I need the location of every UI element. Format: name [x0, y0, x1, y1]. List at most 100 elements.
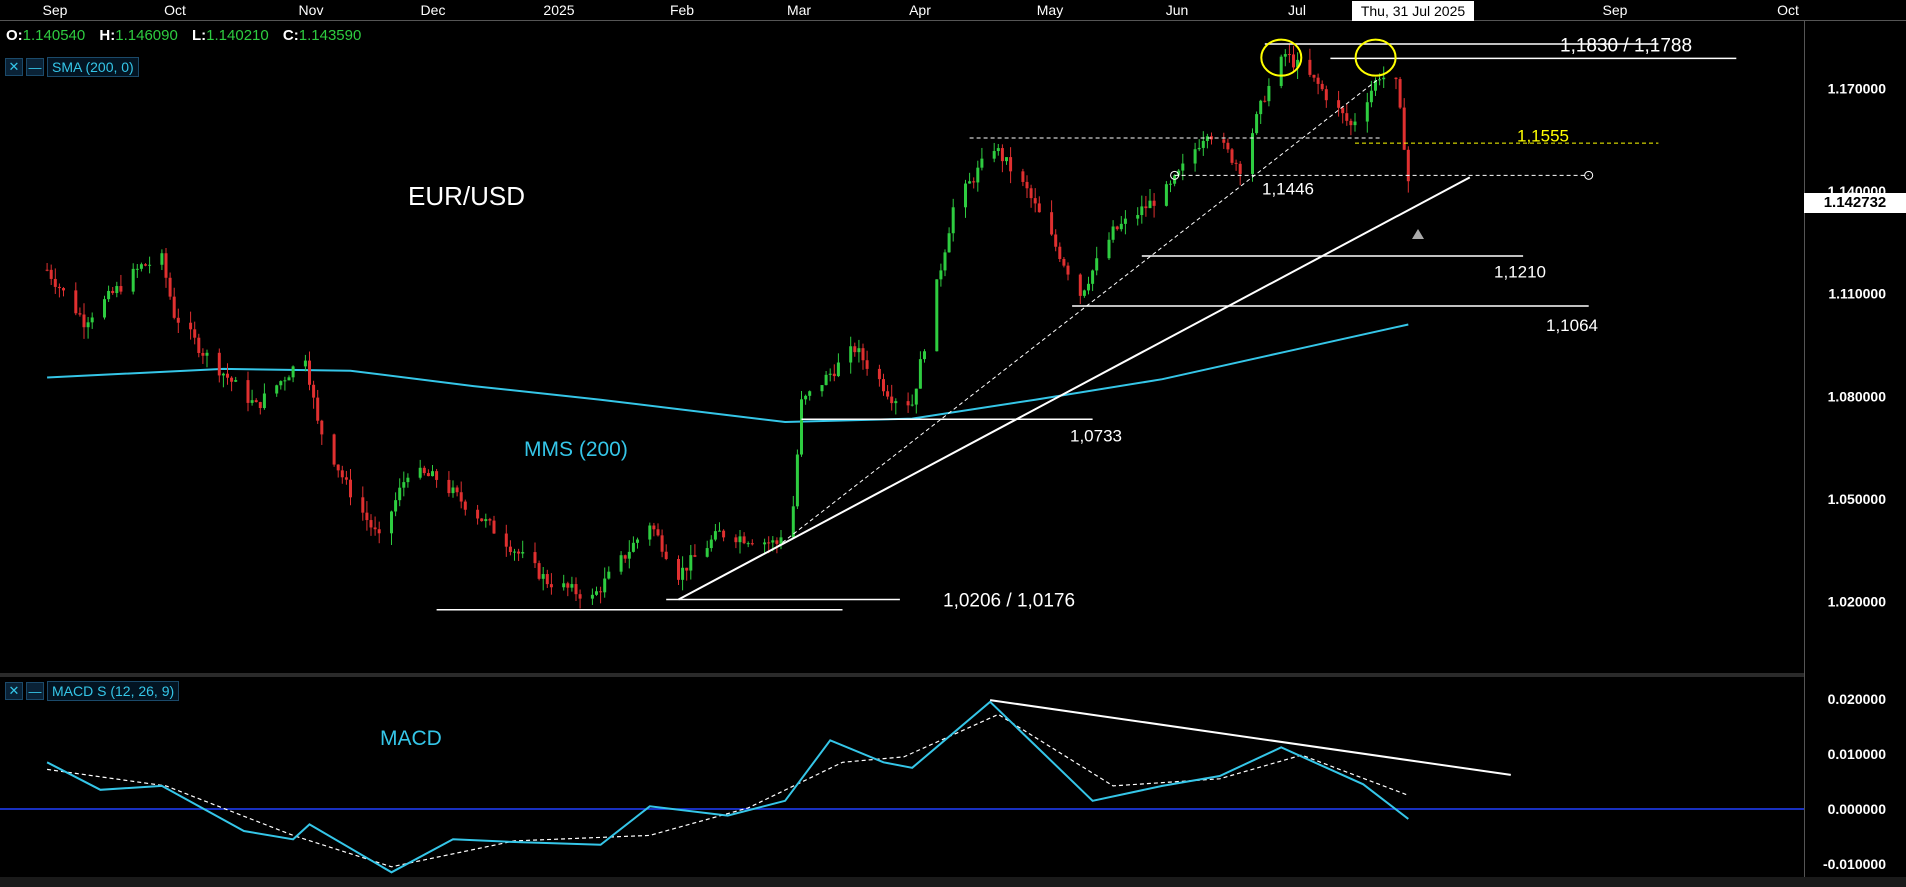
candle-body [513, 551, 516, 553]
candle-body [390, 511, 393, 534]
candle-body [1169, 183, 1172, 185]
candle-body [685, 567, 689, 571]
candle-body [234, 380, 238, 382]
candle-body [394, 500, 398, 512]
candle-body [791, 506, 795, 538]
candle-body [418, 467, 422, 478]
candle-body [1095, 258, 1099, 271]
candle-body [943, 252, 947, 271]
price-pane [0, 20, 1804, 675]
candle-body [1365, 102, 1369, 122]
level-label: 1,0733 [1070, 427, 1122, 446]
candle-body [910, 404, 914, 406]
candle-body [340, 470, 344, 478]
highlight-circle [1354, 38, 1397, 77]
candle-body [287, 377, 291, 381]
candle-body [246, 380, 250, 403]
level-label: 1,1064 [1546, 316, 1598, 335]
candle-body [504, 533, 508, 547]
candle-body [398, 487, 402, 501]
sma-200-path [47, 323, 1409, 424]
time-tick-label: Jun [1166, 2, 1189, 18]
candle-body [918, 359, 922, 389]
candle-body [677, 559, 680, 580]
candle-body [148, 264, 152, 266]
candle-body [1177, 170, 1181, 176]
candle-body [103, 299, 106, 318]
candle-body [205, 352, 209, 356]
candle-body [1402, 107, 1406, 150]
candle-body [914, 388, 918, 405]
candle-body [455, 487, 459, 493]
macd-indicator-label[interactable]: MACD S (12, 26, 9) [47, 681, 180, 701]
candle-body [1292, 54, 1295, 68]
collapse-icon[interactable]: — [26, 682, 44, 700]
candle-body [111, 290, 115, 294]
sma-indicator-label[interactable]: SMA (200, 0) [47, 57, 139, 77]
candle-body [951, 207, 955, 234]
candle-body [115, 286, 119, 294]
candle-body [595, 591, 598, 595]
macd-signal-line [47, 713, 1409, 868]
level-label: 1,0206 / 1,0176 [943, 591, 1075, 612]
candle-body [402, 482, 406, 488]
candle-body [795, 454, 799, 507]
candle-body [303, 360, 307, 367]
candle-body [160, 253, 164, 265]
open-label: O: [6, 27, 23, 44]
candle-body [857, 348, 861, 353]
candle-body [906, 401, 910, 406]
price-chart-title: EUR/USD [408, 181, 525, 211]
candle-body [459, 492, 463, 502]
candle-body [86, 322, 90, 328]
candle-body [820, 385, 824, 392]
time-tick-label: Oct [164, 2, 186, 18]
candle-body [1087, 283, 1090, 291]
candle-body [320, 420, 324, 435]
candle-body [779, 537, 783, 544]
candle-body [935, 279, 939, 352]
macd-tick-label: 0.020000 [1828, 691, 1887, 707]
candle-body [262, 393, 266, 409]
candle-body [250, 400, 254, 403]
candlestick-series [45, 44, 1410, 609]
candle-body [566, 583, 570, 588]
candle-body [447, 479, 451, 494]
candle-body [1054, 234, 1058, 247]
candle-body [463, 501, 467, 510]
candle-body [90, 317, 94, 323]
candle-body [1374, 80, 1377, 91]
time-tick-label: Apr [909, 2, 931, 18]
close-icon[interactable]: ✕ [5, 682, 23, 700]
candle-body [189, 322, 193, 330]
candle-body [603, 578, 607, 593]
candle-body [1148, 200, 1152, 209]
level-label: 1,1830 / 1,1788 [1560, 36, 1692, 57]
candle-body [1255, 114, 1259, 134]
macd-line [46, 700, 1409, 874]
annotation-layer[interactable] [436, 38, 1737, 611]
candle-body [226, 373, 229, 378]
candle-body [221, 373, 225, 376]
candle-body [172, 296, 176, 318]
candle-body [1287, 54, 1291, 56]
candle-body [1197, 147, 1201, 150]
candle-body [1082, 290, 1086, 296]
time-tick-label: Oct [1777, 2, 1799, 18]
candle-body [742, 536, 746, 544]
candle-body [176, 317, 180, 323]
candle-body [549, 584, 553, 588]
candle-body [377, 529, 381, 534]
collapse-icon[interactable]: — [26, 58, 44, 76]
candle-body [976, 167, 980, 183]
high-value: 1.146090 [115, 27, 178, 44]
candle-body [599, 591, 603, 593]
sma-series-label: MMS (200) [524, 438, 628, 461]
close-icon[interactable]: ✕ [5, 58, 23, 76]
candle-body [1296, 59, 1300, 68]
macd-tick-label: 0.000000 [1828, 801, 1887, 817]
candle-body [57, 286, 61, 289]
candle-body [508, 546, 512, 552]
